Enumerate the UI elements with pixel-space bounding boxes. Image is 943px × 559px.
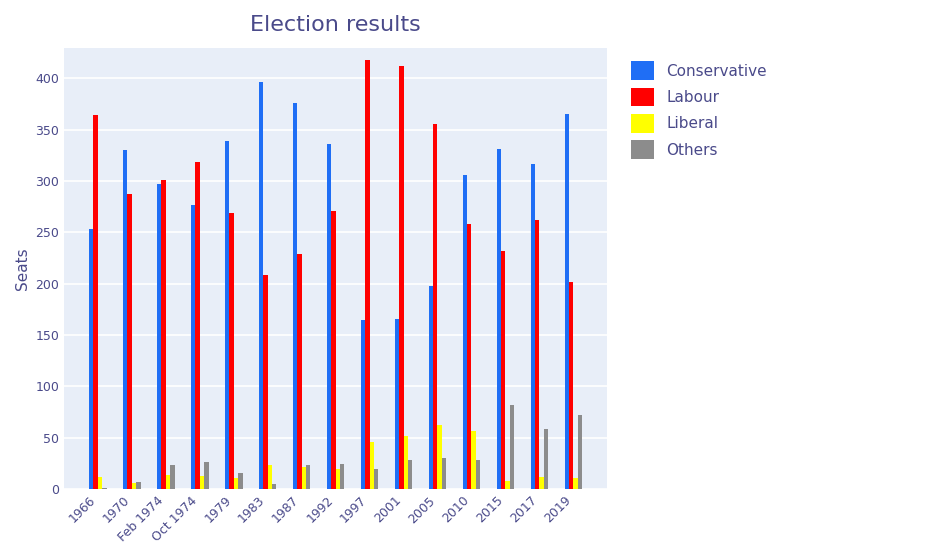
Bar: [539, 477, 544, 489]
Legend: Conservative, Labour, Liberal, Others: Conservative, Labour, Liberal, Others: [625, 55, 773, 165]
Bar: [297, 254, 302, 489]
Bar: [268, 466, 273, 489]
Bar: [136, 482, 141, 489]
Bar: [204, 462, 208, 489]
Bar: [404, 435, 408, 489]
Bar: [102, 488, 107, 489]
Bar: [365, 60, 370, 489]
Bar: [302, 467, 306, 489]
Bar: [535, 220, 539, 489]
Bar: [161, 180, 166, 489]
Bar: [89, 229, 93, 489]
Bar: [331, 211, 336, 489]
Bar: [370, 442, 374, 489]
Bar: [501, 251, 505, 489]
Bar: [132, 483, 136, 489]
Bar: [463, 175, 467, 489]
Bar: [93, 115, 98, 489]
Bar: [127, 195, 132, 489]
Bar: [408, 461, 412, 489]
Bar: [510, 405, 514, 489]
Bar: [98, 477, 102, 489]
Bar: [497, 149, 501, 489]
Bar: [442, 458, 446, 489]
Bar: [505, 481, 510, 489]
Bar: [544, 429, 548, 489]
Bar: [467, 224, 472, 489]
Bar: [578, 415, 582, 489]
Bar: [273, 484, 276, 489]
Bar: [234, 478, 238, 489]
Bar: [429, 286, 433, 489]
Bar: [340, 465, 344, 489]
Bar: [327, 144, 331, 489]
Bar: [531, 164, 535, 489]
Bar: [166, 475, 170, 489]
Bar: [433, 124, 438, 489]
Title: Election results: Election results: [250, 15, 421, 35]
Bar: [263, 274, 268, 489]
Bar: [361, 320, 365, 489]
Bar: [374, 468, 378, 489]
Y-axis label: Seats: Seats: [15, 247, 30, 290]
Bar: [569, 282, 573, 489]
Bar: [258, 82, 263, 489]
Bar: [565, 115, 569, 489]
Bar: [292, 103, 297, 489]
Bar: [229, 213, 234, 489]
Bar: [306, 466, 310, 489]
Bar: [399, 66, 404, 489]
Bar: [157, 184, 161, 489]
Bar: [170, 466, 174, 489]
Bar: [573, 478, 578, 489]
Bar: [200, 476, 204, 489]
Bar: [123, 150, 127, 489]
Bar: [438, 425, 442, 489]
Bar: [395, 319, 399, 489]
Bar: [190, 205, 195, 489]
Bar: [195, 162, 200, 489]
Bar: [224, 141, 229, 489]
Bar: [336, 468, 340, 489]
Bar: [238, 473, 242, 489]
Bar: [476, 461, 480, 489]
Bar: [472, 430, 476, 489]
